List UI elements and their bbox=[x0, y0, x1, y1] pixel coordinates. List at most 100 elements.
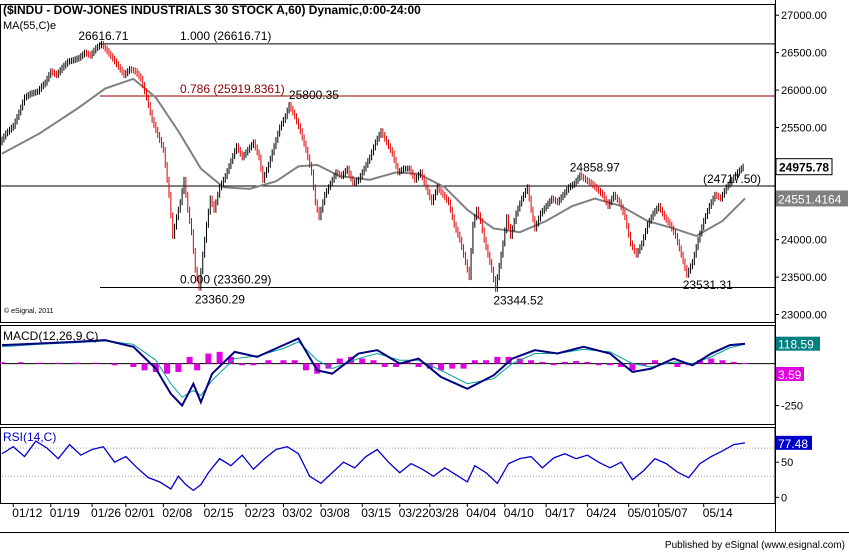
swing-annotation: 25800.35 bbox=[289, 88, 339, 102]
panel-frames bbox=[0, 0, 849, 533]
swing-annotation: 24858.97 bbox=[570, 160, 620, 174]
macd-histogram-bar bbox=[370, 360, 377, 364]
macd-histogram-bar bbox=[175, 363, 182, 372]
price-ytick-label: 26500.00 bbox=[781, 48, 827, 60]
macd-histogram-bar bbox=[130, 363, 137, 367]
macd-histogram-bar bbox=[381, 363, 388, 367]
macd-histogram-bar bbox=[74, 362, 81, 364]
macd-histogram-bar bbox=[719, 360, 726, 364]
x-tick-label: 03/22 bbox=[399, 506, 429, 520]
x-tick-label: 02/01 bbox=[125, 506, 155, 520]
macd-histogram-bar bbox=[573, 361, 580, 364]
macd-panel: -250 118.59 3.59 bbox=[0, 336, 820, 413]
price-ytick-label: 25500.00 bbox=[781, 122, 827, 134]
macd-histogram-bar bbox=[528, 360, 535, 364]
macd-histogram-bar bbox=[494, 356, 501, 364]
macd-histogram-bar bbox=[696, 360, 703, 364]
macd-histogram-bar bbox=[336, 358, 343, 364]
macd-histogram-bar bbox=[55, 362, 62, 364]
macd-histogram-bar bbox=[111, 363, 118, 366]
macd-histogram-bar bbox=[483, 360, 490, 364]
price-panel: 27000.0026500.0026000.0025500.0025000.00… bbox=[0, 10, 848, 322]
rsi-ytick-label: 50 bbox=[781, 457, 793, 469]
x-tick-label: 02/08 bbox=[162, 506, 192, 520]
macd-hist-value: 3.59 bbox=[778, 368, 802, 382]
macd-histogram-bar bbox=[92, 362, 99, 364]
rsi-panel: 50 0 77.48 bbox=[1, 435, 812, 504]
price-ytick-label: 27000.00 bbox=[781, 10, 827, 22]
macd-histogram-bar bbox=[438, 363, 445, 371]
swing-annotation: 23531.31 bbox=[683, 278, 733, 292]
macd-histogram-bar bbox=[280, 360, 287, 364]
macd-histogram-bar bbox=[595, 363, 602, 366]
macd-line bbox=[1, 337, 746, 408]
macd-histogram-bar bbox=[164, 363, 171, 374]
macd-histogram-bar bbox=[393, 363, 400, 367]
macd-histogram-bar bbox=[205, 353, 212, 364]
macd-value-box bbox=[776, 336, 820, 351]
macd-histogram-bar bbox=[250, 363, 257, 366]
macd-histogram-bar bbox=[561, 361, 568, 364]
x-tick-label: 01/19 bbox=[50, 506, 80, 520]
macd-histogram-bar bbox=[186, 356, 193, 364]
x-tick-label: 04/10 bbox=[504, 506, 534, 520]
x-axis: 01/12 01/19 01/26 02/01 02/08 02/15 02/23 03/02… bbox=[12, 503, 733, 520]
x-tick-label: 04/24 bbox=[586, 506, 616, 520]
ma-label: MA(55,C)e bbox=[3, 20, 56, 32]
macd-histogram-bar bbox=[471, 360, 478, 364]
swing-annotation: 23344.52 bbox=[493, 294, 543, 308]
copyright: © eSignal, 2011 bbox=[4, 307, 54, 315]
fib-level-label: 1.000 (26616.71) bbox=[180, 29, 271, 43]
swing-annotation: 26616.71 bbox=[78, 29, 128, 43]
price-ytick-label: 26000.00 bbox=[781, 85, 827, 97]
macd-histogram-bar bbox=[505, 356, 512, 364]
macd-panel-label: MACD(12,26,9,C) bbox=[3, 329, 98, 343]
macd-histogram-bar bbox=[606, 363, 613, 366]
macd-histogram-bar bbox=[302, 363, 309, 371]
macd-histogram-bar bbox=[449, 363, 456, 369]
ma-value-box bbox=[776, 190, 848, 207]
macd-histogram-bar bbox=[708, 358, 715, 364]
rsi-value-box bbox=[776, 435, 812, 450]
macd-signal-line bbox=[1, 340, 746, 398]
last-price-box bbox=[775, 158, 833, 176]
chart-title: ($INDU - DOW-JONES INDUSTRIALS 30 STOCK … bbox=[3, 3, 421, 17]
rsi-ytick-label: 0 bbox=[781, 492, 787, 504]
fib-level-label: 0.000 (23360.29) bbox=[180, 273, 271, 287]
macd-histogram-bar bbox=[550, 363, 557, 366]
macd-histogram-bar bbox=[216, 351, 223, 364]
price-ytick-label: 23000.00 bbox=[781, 310, 827, 322]
price-ytick-label: 23500.00 bbox=[781, 272, 827, 284]
macd-histogram-bar bbox=[629, 363, 636, 371]
macd-histogram-bar bbox=[227, 356, 234, 364]
x-tick-label: 03/08 bbox=[320, 506, 350, 520]
x-tick-label: 05/01 bbox=[628, 506, 658, 520]
macd-histogram-bar bbox=[265, 360, 272, 364]
macd-histogram-bar bbox=[36, 362, 43, 364]
x-tick-label: 03/15 bbox=[361, 506, 391, 520]
macd-histogram-bar bbox=[618, 363, 625, 367]
rsi-panel-label: RSI(14,C) bbox=[3, 430, 56, 444]
x-tick-label: 02/15 bbox=[204, 506, 234, 520]
macd-histogram-bar bbox=[359, 358, 366, 364]
last-price-value: 24975.78 bbox=[779, 161, 829, 175]
macd-histogram-bar bbox=[651, 360, 658, 364]
ma-line bbox=[1, 77, 746, 238]
macd-histogram-bar bbox=[584, 361, 591, 364]
x-tick-label: 04/04 bbox=[466, 506, 496, 520]
x-tick-label: 05/07 bbox=[658, 506, 688, 520]
x-tick-label: 02/23 bbox=[245, 506, 275, 520]
macd-histogram-bar bbox=[415, 363, 422, 367]
macd-histogram-bar bbox=[640, 363, 647, 366]
x-tick-label: 05/14 bbox=[703, 506, 733, 520]
macd-histogram-bar bbox=[730, 361, 737, 364]
rsi-line bbox=[1, 440, 746, 492]
macd-histogram-bar bbox=[674, 363, 681, 367]
x-tick-label: 03/02 bbox=[282, 506, 312, 520]
ma-value: 24551.4164 bbox=[778, 192, 842, 206]
x-tick-label: 01/26 bbox=[91, 506, 121, 520]
price-ytick-label: 24000.00 bbox=[781, 235, 827, 247]
macd-histogram-bar bbox=[516, 358, 523, 364]
x-tick-label: 03/28 bbox=[429, 506, 459, 520]
